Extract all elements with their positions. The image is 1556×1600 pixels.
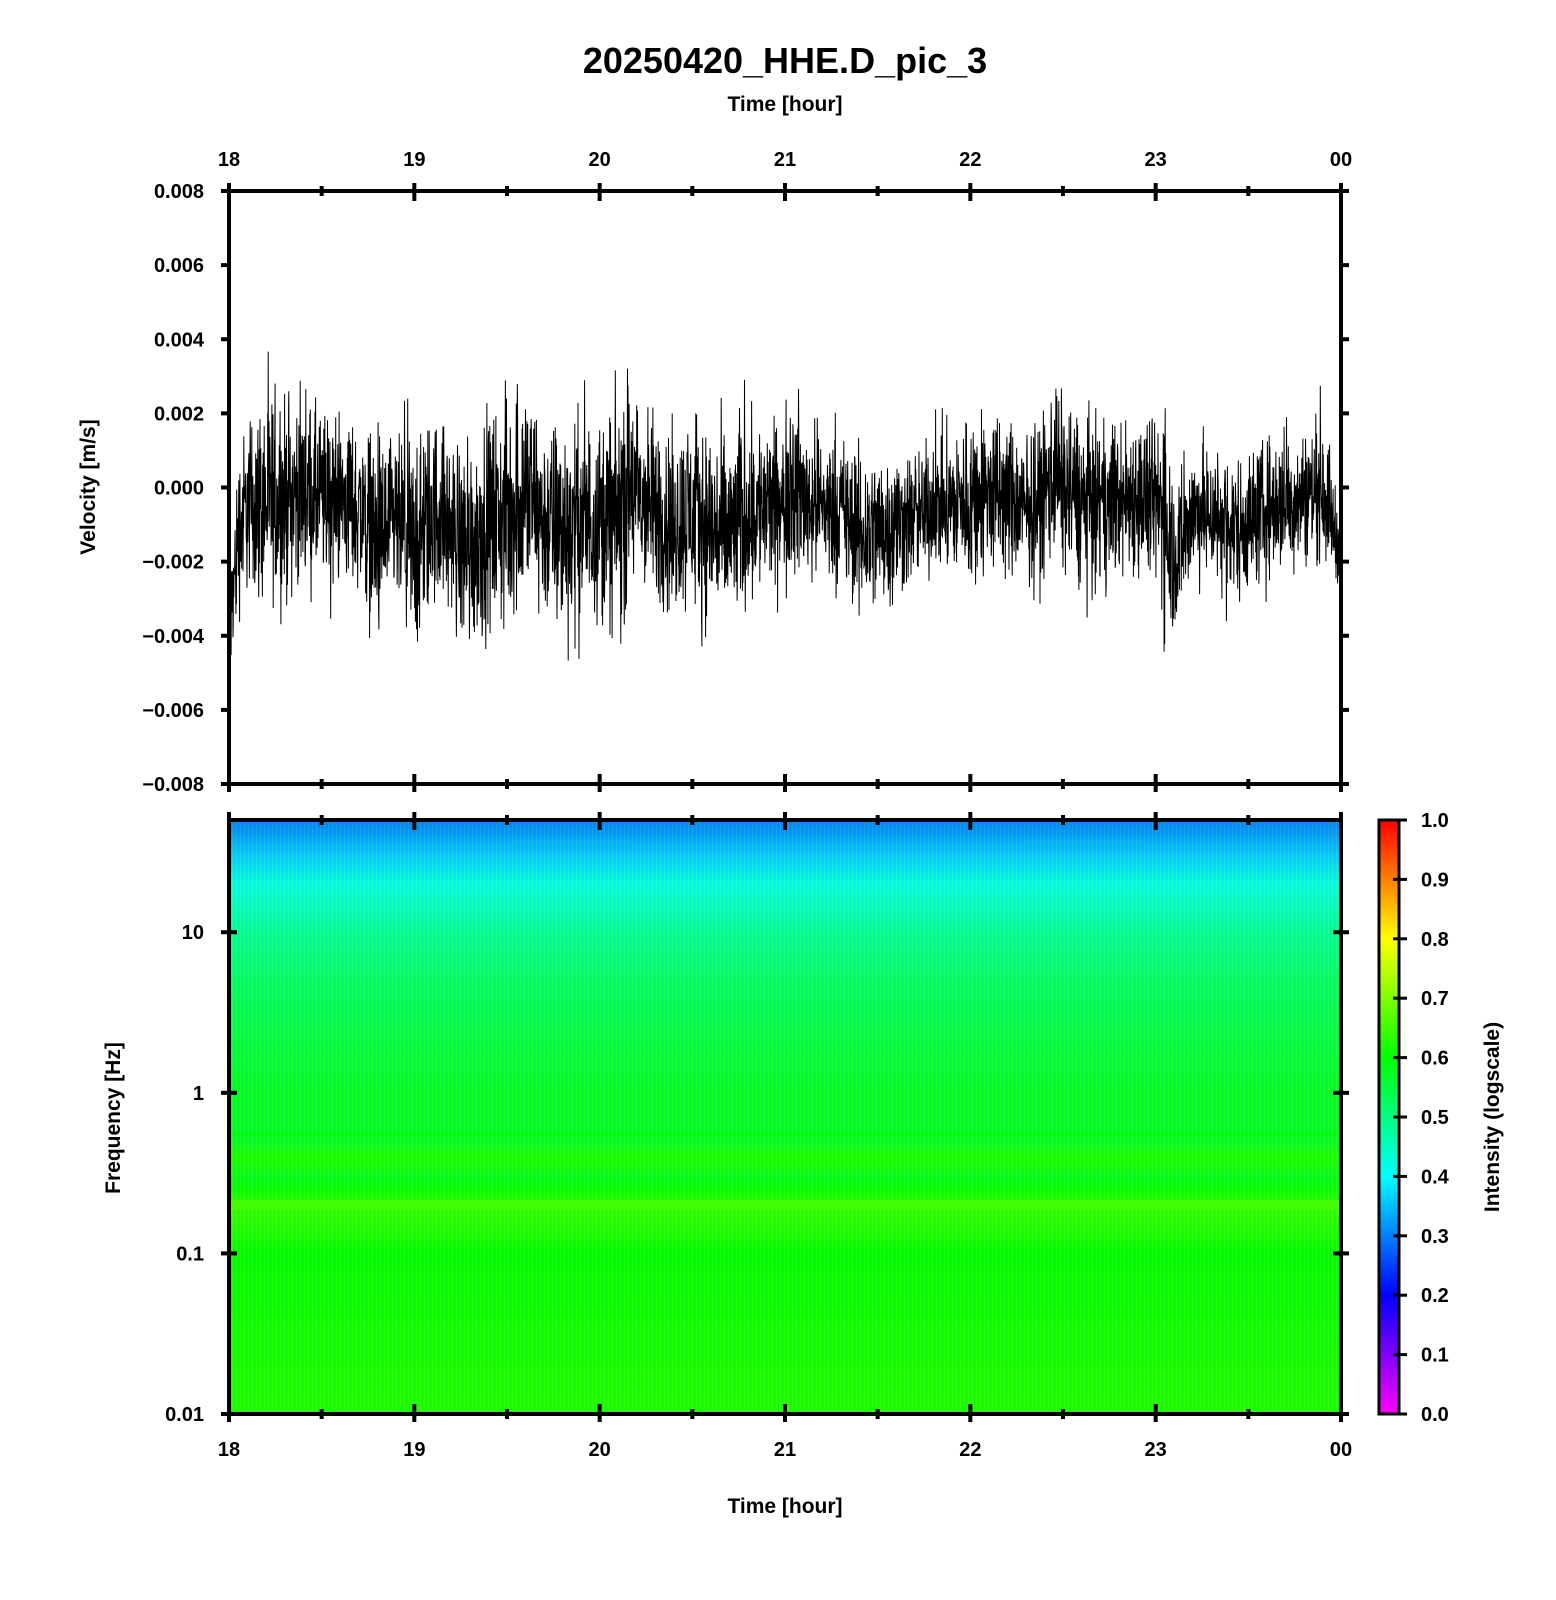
colorbar-ticks: 1.0 0.9 0.8 0.7 0.6 0.5 0.4 0.3 0.2 0.1 0.0 (1393, 810, 1450, 1426)
spectrogram-texture (229, 820, 1341, 1414)
colorbar-label: Intensity (logscale) (1481, 1022, 1504, 1212)
bottom-x-tick-label: 22 (959, 1439, 981, 1461)
spectrogram-band (229, 1200, 1341, 1211)
spectrogram-bands (229, 1132, 1341, 1211)
colorbar-tick-label: 0.0 (1421, 1404, 1449, 1426)
top-x-tick-label: 00 (1330, 149, 1352, 171)
spectrogram-y-tick-label: 10 (182, 922, 204, 944)
top-x-tick-label: 21 (774, 149, 796, 171)
colorbar: 1.0 0.9 0.8 0.7 0.6 0.5 0.4 0.3 0.2 0.1 0.0 Intens… (1377, 810, 1504, 1426)
top-x-tick-label: 20 (589, 149, 611, 171)
waveform-y-tick-label: 0.004 (154, 329, 205, 351)
waveform-y-tick-label: 0.000 (154, 478, 204, 500)
bottom-x-tick-label: 00 (1330, 1439, 1352, 1461)
colorbar-tick-label: 0.6 (1421, 1048, 1449, 1070)
spectrogram-ticks: 18 19 20 21 22 23 00 10 1 0.1 0.01 (165, 812, 1352, 1461)
top-x-axis-label: Time [hour] (727, 93, 842, 116)
spectrogram-y-axis-label: Frequency [Hz] (102, 1042, 125, 1194)
waveform-y-tick-label: −0.004 (142, 626, 205, 648)
bottom-x-axis-label: Time [hour] (727, 1495, 842, 1518)
colorbar-tick-label: 0.2 (1421, 1285, 1449, 1307)
colorbar-tick-label: 1.0 (1421, 810, 1449, 832)
bottom-x-tick-label: 20 (589, 1439, 611, 1461)
top-x-tick-label: 19 (403, 149, 425, 171)
top-x-tick-label: 23 (1145, 149, 1167, 171)
waveform-series (229, 351, 1341, 661)
waveform-y-tick-label: 0.008 (154, 181, 204, 203)
colorbar-tick-label: 0.7 (1421, 988, 1449, 1010)
spectrogram-y-tick-label: 1 (193, 1083, 204, 1105)
colorbar-tick-label: 0.1 (1421, 1345, 1449, 1367)
spectrogram-y-tick-label: 0.01 (165, 1404, 204, 1426)
spectrogram-y-tick-label: 0.1 (176, 1243, 204, 1265)
spectrogram-band (229, 1132, 1341, 1137)
waveform-y-tick-label: −0.008 (142, 774, 204, 796)
waveform-y-tick-label: −0.006 (142, 700, 204, 722)
waveform-y-axis-label: Velocity [m/s] (77, 419, 100, 554)
colorbar-tick-label: 0.3 (1421, 1226, 1449, 1248)
top-x-tick-label: 22 (959, 149, 981, 171)
bottom-x-tick-label: 18 (218, 1439, 240, 1461)
colorbar-tick-label: 0.9 (1421, 869, 1449, 891)
bottom-x-tick-label: 21 (774, 1439, 796, 1461)
top-x-tick-label: 18 (218, 149, 240, 171)
spectrogram-band (229, 1156, 1341, 1164)
waveform-frame (227, 189, 1343, 786)
bottom-x-tick-label: 23 (1145, 1439, 1167, 1461)
waveform-y-tick-label: 0.006 (154, 255, 204, 277)
chart-title: 20250420_HHE.D_pic_3 (583, 40, 987, 81)
bottom-x-tick-label: 19 (403, 1439, 425, 1461)
colorbar-tick-label: 0.4 (1421, 1166, 1450, 1188)
colorbar-tick-label: 0.5 (1421, 1107, 1449, 1129)
colorbar-tick-label: 0.8 (1421, 929, 1449, 951)
spectrogram-frame (227, 818, 1343, 1416)
waveform-panel: 18 19 20 21 22 23 00 0.008 0.006 0.004 0.002 0.000 −… (77, 149, 1352, 796)
waveform-y-tick-label: 0.002 (154, 403, 204, 425)
waveform-y-tick-label: −0.002 (142, 552, 204, 574)
